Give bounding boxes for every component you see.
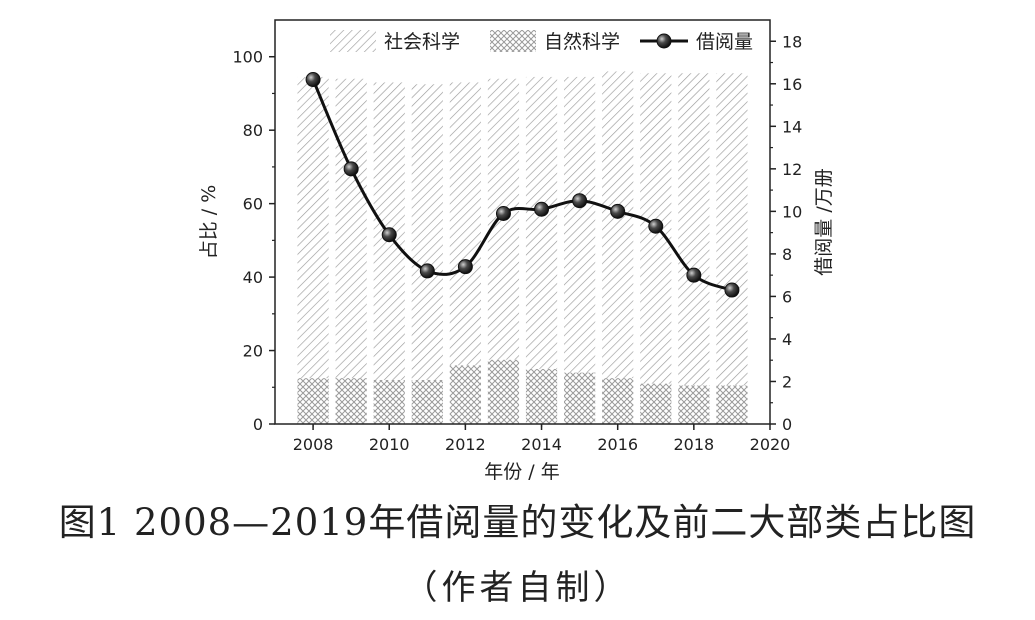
legend-label-natural-science: 自然科学 [544,31,620,53]
y-left-tick-label: 40 [243,268,263,287]
bar-natural-science [297,378,329,424]
y-right-tick-label: 0 [782,415,792,434]
y-axis-left-label: 占比 / % [198,185,220,260]
y-left-tick-label: 0 [253,415,263,434]
data-point-borrowing [534,201,550,217]
data-point-borrowing [495,205,511,221]
bar-natural-science [487,359,520,424]
x-axis-label: 年份 / 年 [484,461,559,483]
data-point-borrowing [305,72,321,88]
legend: 社会科学 自然科学 借阅量 [330,30,753,53]
legend-swatch-natural-science [490,30,536,52]
data-point-borrowing [419,263,435,279]
data-point-borrowing [686,267,702,283]
y-right-tick-label: 8 [782,245,792,264]
legend-label-borrowing: 借阅量 [696,31,753,53]
x-tick-label: 2016 [597,435,638,454]
bar-natural-science [716,385,748,424]
bar-natural-science [373,379,405,424]
figure-caption-note: （作者自制） [403,568,632,608]
x-tick-label: 2012 [445,435,486,454]
legend-swatch-social-science [330,30,376,52]
data-point-borrowing [457,259,473,275]
legend-label-social-science: 社会科学 [384,31,460,53]
y-axis-right-label: 借阅量 /万册 [813,168,835,275]
y-right-tick-label: 16 [782,75,802,94]
bar-social-science [716,73,748,386]
x-tick-label: 2010 [369,435,410,454]
bar-natural-science [335,378,367,424]
bar-natural-science [678,385,710,424]
y-right-tick-label: 10 [782,202,802,221]
y-left-tick-label: 60 [243,195,263,214]
x-tick-label: 2008 [293,435,334,454]
y-right-tick-label: 2 [782,372,792,391]
line-layer [305,72,740,298]
bar-social-science [335,78,367,379]
x-tick-label: 2018 [673,435,714,454]
bar-social-science [678,73,710,386]
y-right-tick-label: 18 [782,32,802,51]
y-right-tick-label: 4 [782,330,792,349]
bar-natural-science [640,383,672,424]
y-left-tick-label: 80 [243,121,263,140]
x-tick-label: 2014 [521,435,562,454]
bar-natural-science [411,379,443,424]
bar-social-science [449,82,481,366]
bar-social-science [564,76,596,373]
y-left-tick-label: 20 [243,342,263,361]
bar-social-science [602,71,634,379]
bar-natural-science [564,372,596,424]
y-left-tick-label: 100 [232,48,263,67]
bar-social-science [297,76,329,379]
data-point-borrowing [648,218,664,234]
y-right-tick-label: 14 [782,117,802,136]
data-point-borrowing [724,282,740,298]
figure-caption: 图1 2008—2019年借阅量的变化及前二大部类占比图 [58,501,977,544]
chart: 2008 2010 2012 2014 2016 2018 2020020406080100… [198,19,835,483]
bar-social-science [411,84,443,380]
x-tick-label: 2020 [750,435,791,454]
data-point-borrowing [381,227,397,243]
bar-natural-science [449,365,481,424]
data-point-borrowing [343,161,359,177]
y-right-tick-label: 12 [782,160,802,179]
bar-natural-science [602,378,634,424]
bar-social-science [525,76,558,369]
legend-marker-borrowing [656,33,672,49]
plot-frame [274,19,771,425]
bars-layer [297,71,748,424]
bar-natural-science [525,368,558,424]
data-point-borrowing [572,193,588,209]
data-point-borrowing [610,203,626,219]
ticks-layer: 2008 2010 2012 2014 2016 2018 2020020406080100… [232,32,802,454]
y-right-tick-label: 6 [782,287,792,306]
